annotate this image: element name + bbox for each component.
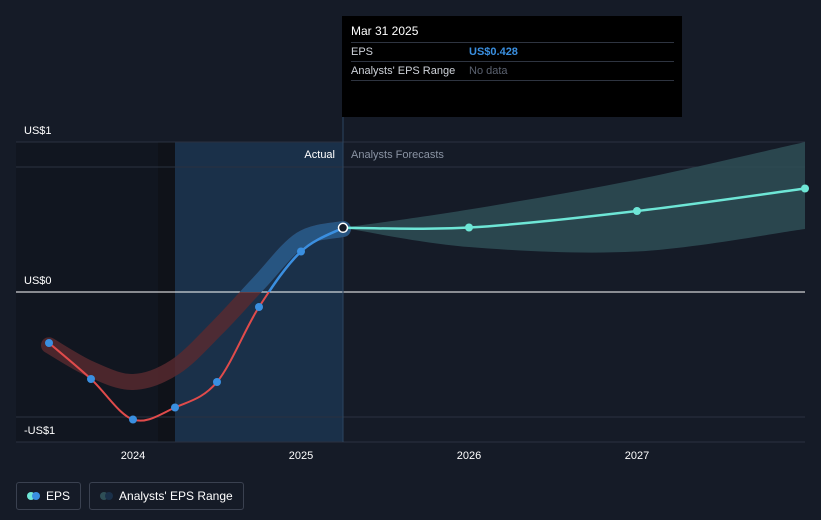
eps-swatch-icon <box>27 492 40 500</box>
tooltip: Mar 31 2025 EPS US$0.428 Analysts' EPS R… <box>342 16 682 117</box>
actual-range-ribbon-pos <box>239 221 351 292</box>
y-tick-label: US$0 <box>24 275 52 287</box>
eps-point <box>171 403 179 412</box>
forecast-range-band <box>343 142 805 253</box>
legend-range-label: Analysts' EPS Range <box>119 489 233 503</box>
legend-range[interactable]: Analysts' EPS Range <box>89 482 244 510</box>
eps-point <box>255 303 263 311</box>
legend-eps-label: EPS <box>46 489 71 503</box>
x-tick-label: 2026 <box>457 450 481 462</box>
eps-point <box>129 415 137 424</box>
eps-point <box>87 375 95 383</box>
legend: EPS Analysts' EPS Range <box>16 482 244 510</box>
legend-eps[interactable]: EPS <box>16 482 82 510</box>
eps-line-positive <box>267 226 344 292</box>
actual-label: Actual <box>304 149 335 161</box>
forecast-label: Analysts Forecasts <box>351 149 444 161</box>
range-swatch-icon <box>100 492 114 500</box>
tooltip-date: Mar 31 2025 <box>351 24 419 38</box>
tooltip-range-value: No data <box>469 65 508 77</box>
forecast-point <box>633 207 641 215</box>
tooltip-range-row: Analysts' EPS Range No data <box>351 61 674 81</box>
forecast-point <box>465 223 473 232</box>
eps-point <box>297 247 305 256</box>
forecast-line <box>342 187 806 231</box>
eps-point <box>213 378 221 386</box>
forecast-point <box>801 184 809 193</box>
tooltip-eps-row: EPS US$0.428 <box>351 42 674 61</box>
x-tick-label: 2025 <box>289 450 313 462</box>
x-tick-label: 2027 <box>625 450 649 462</box>
tooltip-eps-label: EPS <box>351 46 374 58</box>
tooltip-eps-value: US$0.428 <box>469 46 518 58</box>
tooltip-range-label: Analysts' EPS Range <box>351 65 456 77</box>
present-marker <box>337 222 349 234</box>
eps-point <box>45 339 53 347</box>
x-tick-label: 2024 <box>121 450 145 462</box>
y-tick-label: US$1 <box>24 125 52 137</box>
y-tick-label: -US$1 <box>24 425 55 437</box>
